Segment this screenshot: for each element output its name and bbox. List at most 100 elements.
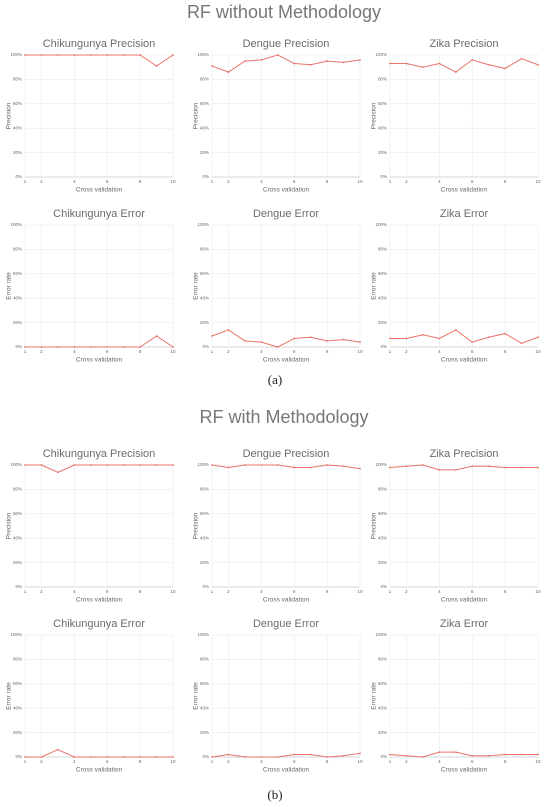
- point: [227, 466, 230, 469]
- y-tick-label: 20%: [378, 730, 387, 735]
- x-tick-label: 8: [504, 759, 507, 764]
- y-axis-label: Precision: [371, 512, 378, 539]
- x-tick-label: 4: [73, 349, 76, 354]
- point: [520, 342, 523, 345]
- y-tick-label: 60%: [378, 271, 387, 276]
- x-tick-label: 6: [106, 589, 109, 594]
- chart: Chikungunya Precision 0% 20% 40% 60% 80% 100% 1…: [6, 38, 176, 194]
- point: [243, 756, 246, 758]
- x-tick-label: 10: [357, 179, 363, 184]
- chart-title: Zika Precision: [429, 448, 498, 460]
- point: [359, 58, 361, 61]
- y-tick-label: 20%: [13, 730, 22, 735]
- point: [293, 466, 296, 469]
- x-axis-label: Cross validation: [441, 767, 488, 774]
- chart: Dengue Precision 0% 20% 40% 60% 80% 100% 1 2 4 6 8 1…: [193, 38, 363, 194]
- chart: Zika Precision 0% 20% 40% 60% 80% 100% 1 2 4 6 8 10 C…: [371, 448, 541, 604]
- x-tick-label: 4: [438, 349, 441, 354]
- chart-title: Dengue Error: [253, 208, 319, 220]
- y-tick-label: 60%: [378, 101, 387, 106]
- y-tick-label: 20%: [378, 320, 387, 325]
- point: [421, 464, 424, 466]
- y-tick-label: 100%: [375, 52, 387, 57]
- x-tick-label: 10: [535, 589, 541, 594]
- y-axis-label: Error rate: [193, 272, 200, 300]
- x-tick-label: 1: [389, 589, 392, 594]
- y-axis-label: Precision: [193, 102, 200, 129]
- line: [389, 464, 538, 471]
- panel-label: (b): [267, 787, 282, 802]
- x-tick-label: 2: [40, 589, 43, 594]
- x-tick-label: 4: [260, 349, 263, 354]
- y-tick-label: 80%: [13, 657, 22, 662]
- y-tick-label: 20%: [200, 150, 209, 155]
- x-tick-label: 8: [139, 179, 142, 184]
- point: [454, 468, 457, 471]
- point: [56, 346, 59, 348]
- line: [25, 749, 173, 758]
- y-tick-label: 20%: [378, 150, 387, 155]
- point: [405, 337, 408, 340]
- point: [309, 753, 312, 756]
- line: [211, 329, 361, 348]
- x-tick-label: 1: [211, 349, 214, 354]
- point: [106, 756, 109, 758]
- y-tick-label: 100%: [375, 222, 387, 227]
- y-axis-label: Error rate: [6, 272, 13, 300]
- y-tick-label: 0%: [380, 584, 387, 589]
- y-tick-label: 100%: [197, 52, 209, 57]
- point: [122, 756, 125, 758]
- x-tick-label: 8: [139, 349, 142, 354]
- point: [139, 346, 142, 348]
- point: [359, 341, 361, 344]
- x-axis-label: Cross validation: [76, 357, 123, 364]
- x-tick-label: 4: [73, 589, 76, 594]
- x-axis-label: Cross validation: [263, 187, 310, 194]
- point: [24, 346, 26, 348]
- point: [454, 751, 457, 754]
- x-tick-label: 6: [106, 179, 109, 184]
- x-tick-label: 2: [40, 759, 43, 764]
- point: [326, 340, 329, 342]
- y-tick-label: 100%: [10, 632, 22, 637]
- y-tick-label: 0%: [202, 584, 209, 589]
- point: [56, 471, 59, 474]
- point: [24, 54, 26, 56]
- y-tick-label: 0%: [202, 174, 209, 179]
- y-tick-label: 40%: [13, 705, 22, 710]
- point: [421, 333, 424, 336]
- y-tick-label: 60%: [13, 101, 22, 106]
- y-tick-label: 0%: [380, 174, 387, 179]
- point: [405, 62, 408, 65]
- point: [454, 329, 457, 331]
- x-tick-label: 8: [326, 589, 329, 594]
- point: [139, 54, 142, 56]
- y-tick-label: 60%: [200, 511, 209, 516]
- point: [155, 464, 158, 466]
- x-axis-label: Cross validation: [441, 597, 488, 604]
- chart-title: Zika Error: [440, 208, 489, 220]
- chart: Dengue Precision 0% 20% 40% 60% 80% 100% 1 2 4 6 8 1…: [193, 448, 363, 604]
- x-tick-label: 4: [438, 589, 441, 594]
- y-tick-label: 0%: [380, 754, 387, 759]
- point: [389, 466, 391, 469]
- x-tick-label: 6: [106, 349, 109, 354]
- point: [504, 466, 507, 469]
- chart-title: Zika Precision: [429, 38, 498, 50]
- chart-title: Chikungunya Precision: [43, 38, 156, 50]
- x-tick-label: 1: [24, 179, 27, 184]
- point: [89, 464, 92, 466]
- x-tick-label: 1: [24, 349, 27, 354]
- point: [276, 346, 279, 348]
- x-tick-label: 1: [389, 179, 392, 184]
- y-tick-label: 40%: [200, 125, 209, 130]
- y-axis-label: Precision: [371, 102, 378, 129]
- point: [24, 464, 26, 466]
- x-tick-label: 10: [170, 349, 176, 354]
- y-tick-label: 80%: [200, 77, 209, 82]
- point: [326, 756, 329, 758]
- x-tick-label: 8: [326, 759, 329, 764]
- x-tick-label: 10: [535, 759, 541, 764]
- point: [89, 346, 92, 348]
- section-title: RF without Methodology: [187, 2, 381, 22]
